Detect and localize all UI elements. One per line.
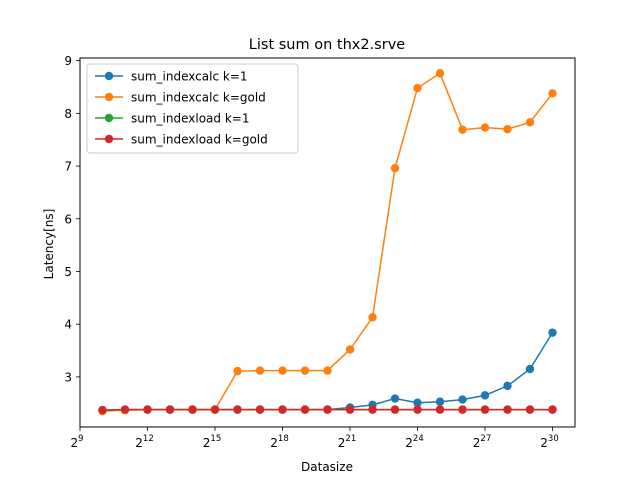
legend-label: sum_indexload k=gold xyxy=(131,133,268,147)
data-point xyxy=(233,405,242,414)
data-point xyxy=(480,405,490,414)
legend-entry: sum_indexcalc k=1 xyxy=(95,70,248,84)
data-point xyxy=(323,366,332,375)
data-point xyxy=(413,405,422,414)
data-point xyxy=(435,397,445,406)
legend: sum_indexcalc k=1 sum_indexcalc k=gold sum… xyxy=(86,63,299,154)
plot-area xyxy=(98,69,557,416)
data-point xyxy=(255,366,265,375)
chart-title: List sum on thx2.srve xyxy=(249,37,405,53)
data-point xyxy=(548,89,557,98)
data-point xyxy=(188,405,197,414)
x-tick-label: 29 xyxy=(70,434,83,450)
data-point xyxy=(525,118,535,127)
data-point xyxy=(120,405,130,414)
legend-entry: sum_indexload k=1 xyxy=(95,112,249,126)
x-tick-label: 215 xyxy=(203,434,221,450)
x-axis-label: Datasize xyxy=(301,460,353,474)
data-point xyxy=(503,381,512,391)
data-point xyxy=(390,405,400,414)
legend-entry: sum_indexcalc k=gold xyxy=(95,91,266,105)
data-point xyxy=(548,405,557,414)
plot-frame xyxy=(79,57,576,428)
data-point xyxy=(210,405,220,414)
y-tick-label: 7 xyxy=(64,160,72,174)
axes: 29 212 215 218 221 224 227 230 3 4 5 6 7 8 9 xyxy=(64,54,558,450)
y-axis-label: Latency[ns] xyxy=(42,209,56,280)
legend-label: sum_indexcalc k=1 xyxy=(131,70,248,84)
data-point xyxy=(413,83,422,93)
data-point xyxy=(345,405,355,414)
data-point xyxy=(368,405,377,414)
series-3 xyxy=(98,405,557,415)
legend-box xyxy=(86,63,299,154)
legend-label: sum_indexcalc k=gold xyxy=(131,91,266,105)
y-tick-label: 3 xyxy=(64,370,72,384)
data-point xyxy=(525,364,535,374)
y-tick-label: 4 xyxy=(64,318,72,332)
data-point xyxy=(278,405,287,414)
legend-entry: sum_indexload k=gold xyxy=(95,133,268,147)
x-tick-label: 218 xyxy=(270,434,288,450)
data-point xyxy=(435,405,445,414)
data-point xyxy=(503,405,512,414)
data-point xyxy=(390,394,400,403)
x-tick-label: 227 xyxy=(473,434,491,450)
data-point xyxy=(233,366,242,376)
legend-label: sum_indexload k=1 xyxy=(131,112,249,126)
x-tick-label: 221 xyxy=(338,434,356,450)
y-tick-label: 5 xyxy=(64,265,72,279)
data-point xyxy=(323,405,332,414)
data-point xyxy=(345,345,355,354)
data-point xyxy=(480,123,490,132)
x-tick-label: 230 xyxy=(540,434,558,450)
data-point xyxy=(390,163,400,173)
data-point xyxy=(480,391,490,400)
legend-marker xyxy=(104,113,114,123)
x-tick-label: 224 xyxy=(405,434,423,450)
data-point xyxy=(300,405,310,414)
data-point xyxy=(165,405,175,414)
data-point xyxy=(458,405,467,414)
legend-marker xyxy=(104,71,114,81)
data-point xyxy=(525,405,535,414)
data-point xyxy=(503,124,512,134)
data-point xyxy=(458,395,467,404)
data-point xyxy=(143,405,152,414)
legend-marker xyxy=(104,134,114,144)
x-tick-label: 212 xyxy=(135,434,153,450)
y-tick-label: 8 xyxy=(64,107,72,121)
data-point xyxy=(548,328,557,337)
data-point xyxy=(255,405,265,414)
data-point xyxy=(98,405,107,415)
data-point xyxy=(278,366,287,375)
y-tick-label: 6 xyxy=(64,212,72,226)
y-tick-label: 9 xyxy=(64,54,72,68)
data-point xyxy=(300,366,310,375)
legend-marker xyxy=(104,92,114,102)
data-point xyxy=(435,69,445,78)
data-point xyxy=(458,125,467,134)
data-point xyxy=(413,398,422,407)
data-point xyxy=(368,313,377,322)
